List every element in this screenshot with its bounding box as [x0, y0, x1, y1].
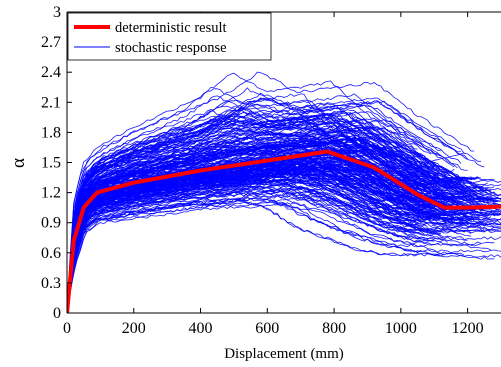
stochastic-response-line: [67, 138, 442, 313]
x-tick-label: 600: [255, 320, 279, 337]
stochastic-response-line: [67, 97, 468, 313]
stochastic-response-line: [67, 179, 501, 313]
y-tick-label: 1.8: [41, 124, 61, 141]
stochastic-response-line: [67, 136, 501, 313]
y-axis-title: α: [8, 158, 29, 168]
y-tick-label: 2.1: [41, 94, 61, 111]
y-tick-label: 0.3: [41, 275, 61, 292]
stochastic-response-line: [67, 124, 468, 313]
y-tick-label: 1.5: [41, 155, 61, 172]
stochastic-response-line: [67, 196, 492, 313]
stochastic-response-line: [67, 88, 418, 313]
stochastic-response-line: [67, 141, 492, 313]
stochastic-response-line: [67, 125, 501, 312]
legend: deterministic result stochastic response: [67, 12, 272, 61]
stochastic-response-line: [67, 188, 448, 313]
x-tick-label: 800: [322, 320, 346, 337]
legend-box: [67, 12, 272, 61]
stochastic-response-line: [67, 175, 428, 313]
y-tick-label: 0: [53, 305, 61, 322]
y-tick-label: 0.9: [41, 215, 61, 232]
stochastic-response-line: [67, 129, 492, 313]
stochastic-response-line: [67, 185, 472, 313]
deterministic-result-line: [67, 149, 501, 313]
plot-area: [67, 71, 501, 313]
x-tick-label: 1200: [452, 320, 484, 337]
stochastic-response-line: [67, 134, 485, 313]
stochastic-response-line: [67, 164, 432, 313]
y-tick-label: 3: [53, 4, 61, 21]
stochastic-response-line: [67, 142, 501, 313]
x-tick-label: 200: [122, 320, 146, 337]
stochastic-response-line: [67, 163, 452, 313]
stochastic-response-line: [67, 197, 422, 313]
stochastic-response-line: [67, 178, 428, 313]
stochastic-response-line: [67, 71, 475, 312]
stochastic-response-line: [67, 185, 501, 312]
stochastic-response-line: [67, 175, 501, 312]
stochastic-response-line: [67, 99, 455, 313]
x-tick-label: 0: [63, 320, 71, 337]
stochastic-response-line: [67, 162, 462, 313]
stochastic-ensemble: [67, 71, 501, 313]
stochastic-response-line: [67, 116, 465, 312]
stochastic-response-line: [67, 165, 418, 313]
stochastic-response-line: [67, 193, 442, 313]
legend-label-stochastic: stochastic response: [115, 40, 227, 56]
stochastic-response-line: [67, 126, 432, 313]
stochastic-response-line: [67, 188, 468, 312]
stochastic-response-line: [67, 72, 465, 313]
stochastic-response-line: [67, 109, 478, 313]
stochastic-response-line: [67, 137, 501, 313]
stochastic-response-line: [67, 142, 455, 313]
y-tick-label: 2.7: [41, 34, 61, 51]
stochastic-response-line: [67, 166, 472, 313]
stochastic-response-line: [67, 192, 428, 313]
stochastic-response-line: [67, 106, 418, 313]
stochastic-response-line: [67, 103, 462, 313]
stochastic-response-line: [67, 92, 461, 313]
legend-label-deterministic: deterministic result: [115, 20, 227, 36]
axes: 0 0.3 0.6 0.9 1.2 1.5 1.8 2.1 2.4 2.7 3 0 200 400 600 8…: [8, 4, 501, 362]
stochastic-response-line: [67, 180, 425, 313]
stochastic-response-line: [67, 112, 462, 313]
x-axis-title: Displacement (mm): [224, 346, 344, 362]
x-tick-label: 1000: [385, 320, 417, 337]
y-tick-label: 0.6: [41, 245, 61, 262]
stochastic-response-line: [67, 121, 501, 313]
stochastic-response-line: [67, 188, 472, 313]
x-tick-label: 400: [189, 320, 213, 337]
y-tick-label: 1.2: [41, 185, 61, 202]
stochastic-response-line: [67, 172, 488, 313]
stochastic-response-line: [67, 178, 425, 312]
stochastic-response-line: [67, 166, 492, 313]
stochastic-response-line: [67, 135, 492, 313]
y-tick-label: 2.4: [41, 64, 61, 81]
